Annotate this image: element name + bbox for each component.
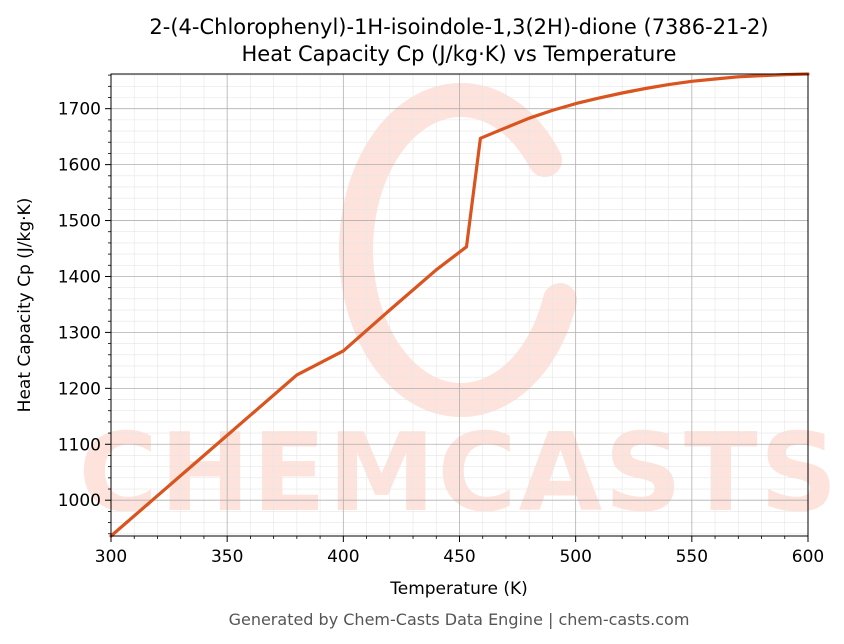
footer-credit: Generated by Chem-Casts Data Engine | ch… (229, 610, 690, 629)
y-tick-label: 1600 (58, 156, 101, 176)
y-tick-label: 1300 (58, 323, 101, 343)
y-axis: 1000 1100 1200 1300 1400 1500 1600 1700 (58, 74, 111, 535)
y-tick-label: 1100 (58, 435, 101, 455)
x-tick-label: 350 (211, 547, 243, 567)
y-axis-label: Heat Capacity Cp (J/kg·K) (15, 198, 35, 413)
series-layer (109, 72, 810, 538)
chart-title-line2: Heat Capacity Cp (J/kg·K) vs Temperature (242, 42, 677, 66)
series-line (109, 72, 810, 538)
x-axis: 300 350 400 450 500 550 600 (95, 536, 824, 567)
y-tick-label: 1000 (58, 491, 101, 511)
y-tick-label: 1500 (58, 212, 101, 232)
x-tick-label: 400 (327, 547, 359, 567)
x-tick-label: 550 (676, 547, 708, 567)
y-tick-label: 1700 (58, 100, 101, 120)
watermark-text: CHEMCASTS (79, 411, 840, 536)
x-axis-label: Temperature (K) (389, 579, 528, 599)
y-tick-label: 1400 (58, 267, 101, 287)
x-tick-label: 500 (559, 547, 591, 567)
x-tick-label: 600 (792, 547, 824, 567)
y-tick-label: 1200 (58, 379, 101, 399)
x-tick-label: 450 (443, 547, 475, 567)
watermark-logo: CHEMCASTS (79, 83, 840, 536)
chart-title-line1: 2-(4-Chlorophenyl)-1H-isoindole-1,3(2H)-… (149, 15, 768, 39)
x-tick-label: 300 (95, 547, 127, 567)
